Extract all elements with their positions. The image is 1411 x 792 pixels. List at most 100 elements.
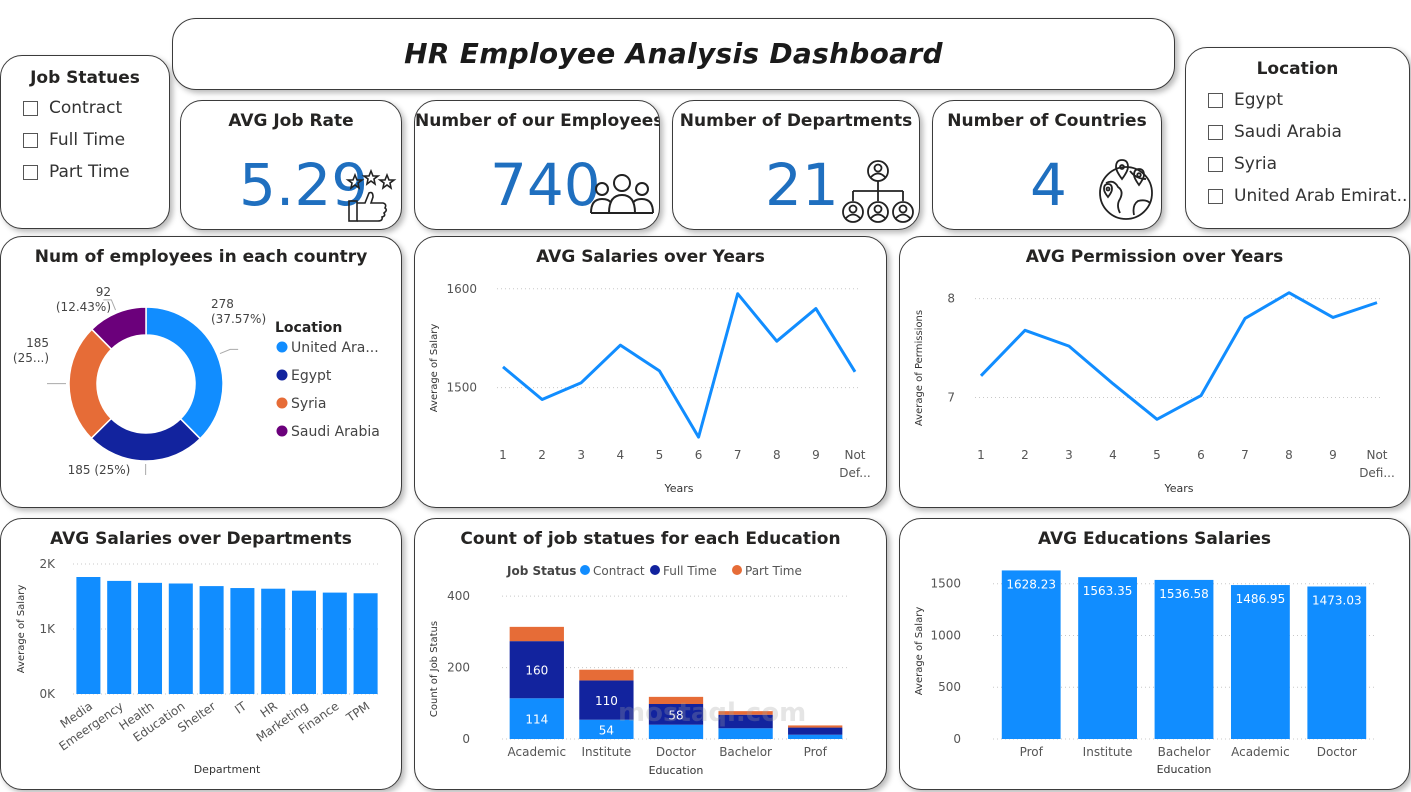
bar[interactable] — [137, 582, 163, 694]
stacked-bar-segment[interactable] — [788, 725, 843, 728]
legend-marker — [276, 425, 288, 437]
x-axis-label: Department — [194, 763, 261, 776]
series-line[interactable] — [502, 292, 857, 439]
stacked-bar-segment[interactable] — [509, 641, 564, 699]
x-tick-label: 7 — [734, 448, 742, 462]
stacked-bar-segment[interactable] — [648, 724, 704, 739]
job-status-option-full-time[interactable]: Full Time — [23, 130, 125, 150]
checkbox[interactable] — [1208, 92, 1223, 108]
data-label: (25...) — [13, 351, 49, 365]
bar[interactable] — [1230, 585, 1290, 739]
y-axis-label: Count of Job Status — [429, 621, 440, 717]
bar[interactable] — [322, 592, 347, 694]
bar[interactable] — [1307, 586, 1367, 739]
kpi-departments: Number of Departments 21 — [672, 100, 920, 230]
donut-slice-syria[interactable] — [68, 328, 113, 440]
x-tick-label: TPM — [343, 699, 372, 725]
checkbox[interactable] — [23, 100, 38, 116]
bar-value-label: 1628.23 — [1006, 577, 1056, 591]
stacked-bar-segment[interactable] — [788, 734, 843, 739]
y-tick-label: 0 — [953, 732, 961, 746]
donut-slice-egypt[interactable] — [90, 417, 202, 462]
legend-marker — [276, 397, 288, 409]
bar[interactable] — [199, 586, 224, 694]
option-label: Part Time — [49, 162, 130, 182]
legend-item[interactable]: Syria — [291, 396, 326, 412]
bar[interactable] — [291, 590, 317, 694]
stacked-bar-segment[interactable] — [579, 719, 634, 739]
series-line[interactable] — [979, 291, 1378, 421]
job-status-by-education-card: Count of job statues for each Education … — [414, 518, 887, 790]
y-tick-label: 1600 — [446, 282, 477, 296]
legend-item[interactable]: Full Time — [663, 564, 717, 578]
x-tick-label: 9 — [1329, 448, 1337, 462]
stacked-bar-segment[interactable] — [509, 698, 564, 739]
legend-item[interactable]: Egypt — [291, 368, 332, 384]
data-label: 185 — [26, 336, 49, 350]
x-axis-label: Education — [1157, 763, 1212, 776]
bar[interactable] — [230, 588, 255, 694]
stacked-bar-segment[interactable] — [648, 696, 704, 704]
location-option-saudi-arabia[interactable]: Saudi Arabia — [1208, 122, 1342, 142]
data-label: (37.57%) — [211, 312, 266, 326]
segment-value-label: 58 — [668, 708, 683, 722]
legend-item[interactable]: United Ara... — [291, 340, 379, 356]
legend-item[interactable]: Saudi Arabia — [291, 424, 380, 440]
stacked-bar-segment[interactable] — [509, 626, 564, 642]
x-tick-label: 4 — [1109, 448, 1117, 462]
option-label: Saudi Arabia — [1234, 122, 1342, 142]
checkbox[interactable] — [23, 132, 38, 148]
stacked-bar-segment[interactable] — [718, 711, 773, 715]
bar[interactable] — [76, 577, 101, 694]
stacked-bar-segment[interactable] — [718, 728, 773, 739]
x-tick-label: Doctor — [1317, 745, 1357, 759]
donut-slice-united-ara-[interactable] — [145, 306, 224, 440]
bar[interactable] — [1154, 579, 1214, 739]
stacked-bar-segment[interactable] — [718, 714, 773, 729]
legend-marker — [276, 341, 288, 353]
stacked-bar-segment[interactable] — [579, 669, 634, 681]
location-option-syria[interactable]: Syria — [1208, 154, 1277, 174]
x-axis-label: Years — [1163, 482, 1193, 495]
x-tick-label: Academic — [1231, 745, 1290, 759]
bar[interactable] — [168, 583, 193, 695]
location-option-uae[interactable]: United Arab Emirat... — [1208, 186, 1409, 206]
legend-item[interactable]: Contract — [593, 564, 645, 578]
kpi-countries: Number of Countries 4 — [932, 100, 1162, 230]
location-option-egypt[interactable]: Egypt — [1208, 90, 1283, 110]
stacked-bar-segment[interactable] — [648, 704, 704, 725]
donut-slice-saudi-arabia[interactable] — [90, 306, 147, 351]
x-tick-label: 8 — [773, 448, 781, 462]
employees-by-country-chart: 278(37.57%) 185 (25%) 185(25...) 92(12.43%)… — [13, 285, 380, 477]
leader-line — [103, 299, 117, 311]
bar[interactable] — [107, 580, 132, 694]
permission-over-years-chart: 7 8 Average of Permissions 1 2 3 4 5 6 7 8 9 Not Defi… — [914, 291, 1395, 495]
bar[interactable] — [353, 593, 378, 694]
stacked-bar-segment[interactable] — [788, 727, 843, 735]
y-axis-label: Average of Salary — [914, 607, 925, 696]
checkbox[interactable] — [1208, 124, 1223, 140]
checkbox[interactable] — [1208, 156, 1223, 172]
x-axis-label: Education — [649, 764, 704, 777]
checkbox[interactable] — [1208, 188, 1223, 204]
permission-over-years-card: AVG Permission over Years 7 8 Average of P… — [899, 236, 1410, 508]
bar[interactable] — [1001, 570, 1061, 739]
stacked-bar-segment[interactable] — [579, 680, 634, 720]
y-tick-label: 2K — [39, 557, 56, 571]
data-label: 92 — [96, 285, 111, 299]
option-label: Syria — [1234, 154, 1277, 174]
checkbox[interactable] — [23, 164, 38, 180]
x-tick-label: 5 — [656, 448, 664, 462]
legend-item[interactable]: Part Time — [745, 564, 802, 578]
y-tick-label: 200 — [447, 661, 470, 675]
job-status-option-contract[interactable]: Contract — [23, 98, 122, 118]
job-status-option-part-time[interactable]: Part Time — [23, 162, 130, 182]
chart-title: Num of employees in each country — [34, 247, 368, 267]
bar[interactable] — [261, 588, 286, 694]
bar[interactable] — [1078, 577, 1138, 739]
x-tick-label: 4 — [617, 448, 625, 462]
kpi-value: 4 — [1030, 151, 1067, 219]
x-axis-label: Years — [663, 482, 693, 495]
x-tick-label: Prof — [804, 745, 828, 759]
